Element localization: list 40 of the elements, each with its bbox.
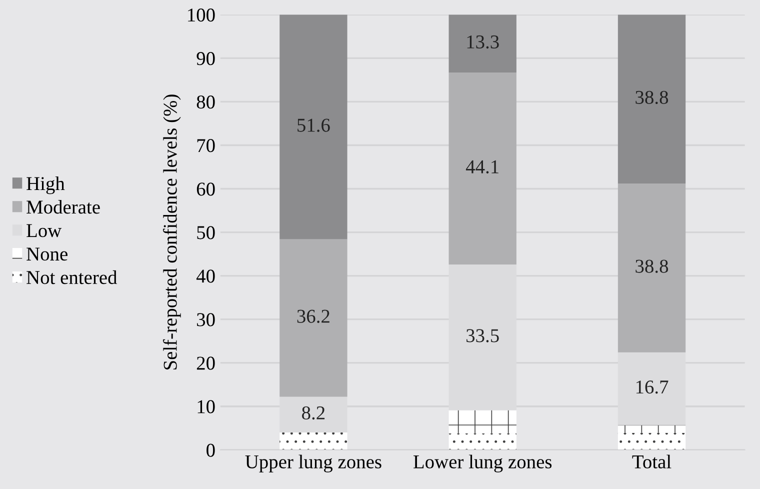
y-tick-label: 50 [197, 226, 215, 240]
x-tick-label: Total [632, 454, 672, 468]
data-label: 36.2 [297, 310, 330, 323]
y-tick-label: 80 [196, 96, 215, 109]
data-label: 8.2 [302, 406, 325, 420]
data-label: 13.3 [467, 35, 499, 49]
y-axis-title: Self-reported confidence levels (%) [162, 94, 181, 370]
legend-label: Low [26, 224, 62, 238]
bar [280, 14, 348, 240]
bar [448, 410, 516, 434]
data-label: 44.1 [466, 160, 498, 174]
bar [618, 425, 686, 433]
data-label: 38.8 [636, 260, 668, 273]
data-label: 33.5 [466, 329, 499, 342]
data-label: 38.8 [636, 90, 668, 104]
bar [280, 432, 348, 450]
data-label: 16.7 [636, 380, 668, 394]
bar [280, 239, 348, 397]
y-tick-label: 70 [197, 139, 215, 152]
data-label: 51.6 [298, 118, 330, 132]
y-tick-label: 60 [196, 182, 215, 196]
y-tick-label: 30 [197, 313, 215, 326]
y-tick-label: 40 [196, 270, 215, 283]
legend-label: None [26, 248, 68, 261]
y-tick-label: 0 [206, 444, 215, 457]
x-tick-label: Upper lung zones [245, 454, 382, 472]
y-tick-label: 10 [198, 400, 215, 414]
legend-label: Moderate [26, 200, 100, 214]
legend-label: High [26, 176, 65, 194]
x-tick-label: Lower lung zones [414, 454, 552, 472]
bar [448, 72, 516, 264]
y-tick-label: 20 [196, 356, 215, 370]
bar [448, 433, 516, 450]
legend-label: Not entered [26, 270, 118, 284]
bar [618, 14, 686, 184]
bar [618, 432, 686, 450]
bar [448, 14, 516, 73]
bar [618, 184, 686, 352]
y-tick-label: 100 [188, 8, 215, 22]
y-tick-label: 90 [196, 52, 215, 66]
